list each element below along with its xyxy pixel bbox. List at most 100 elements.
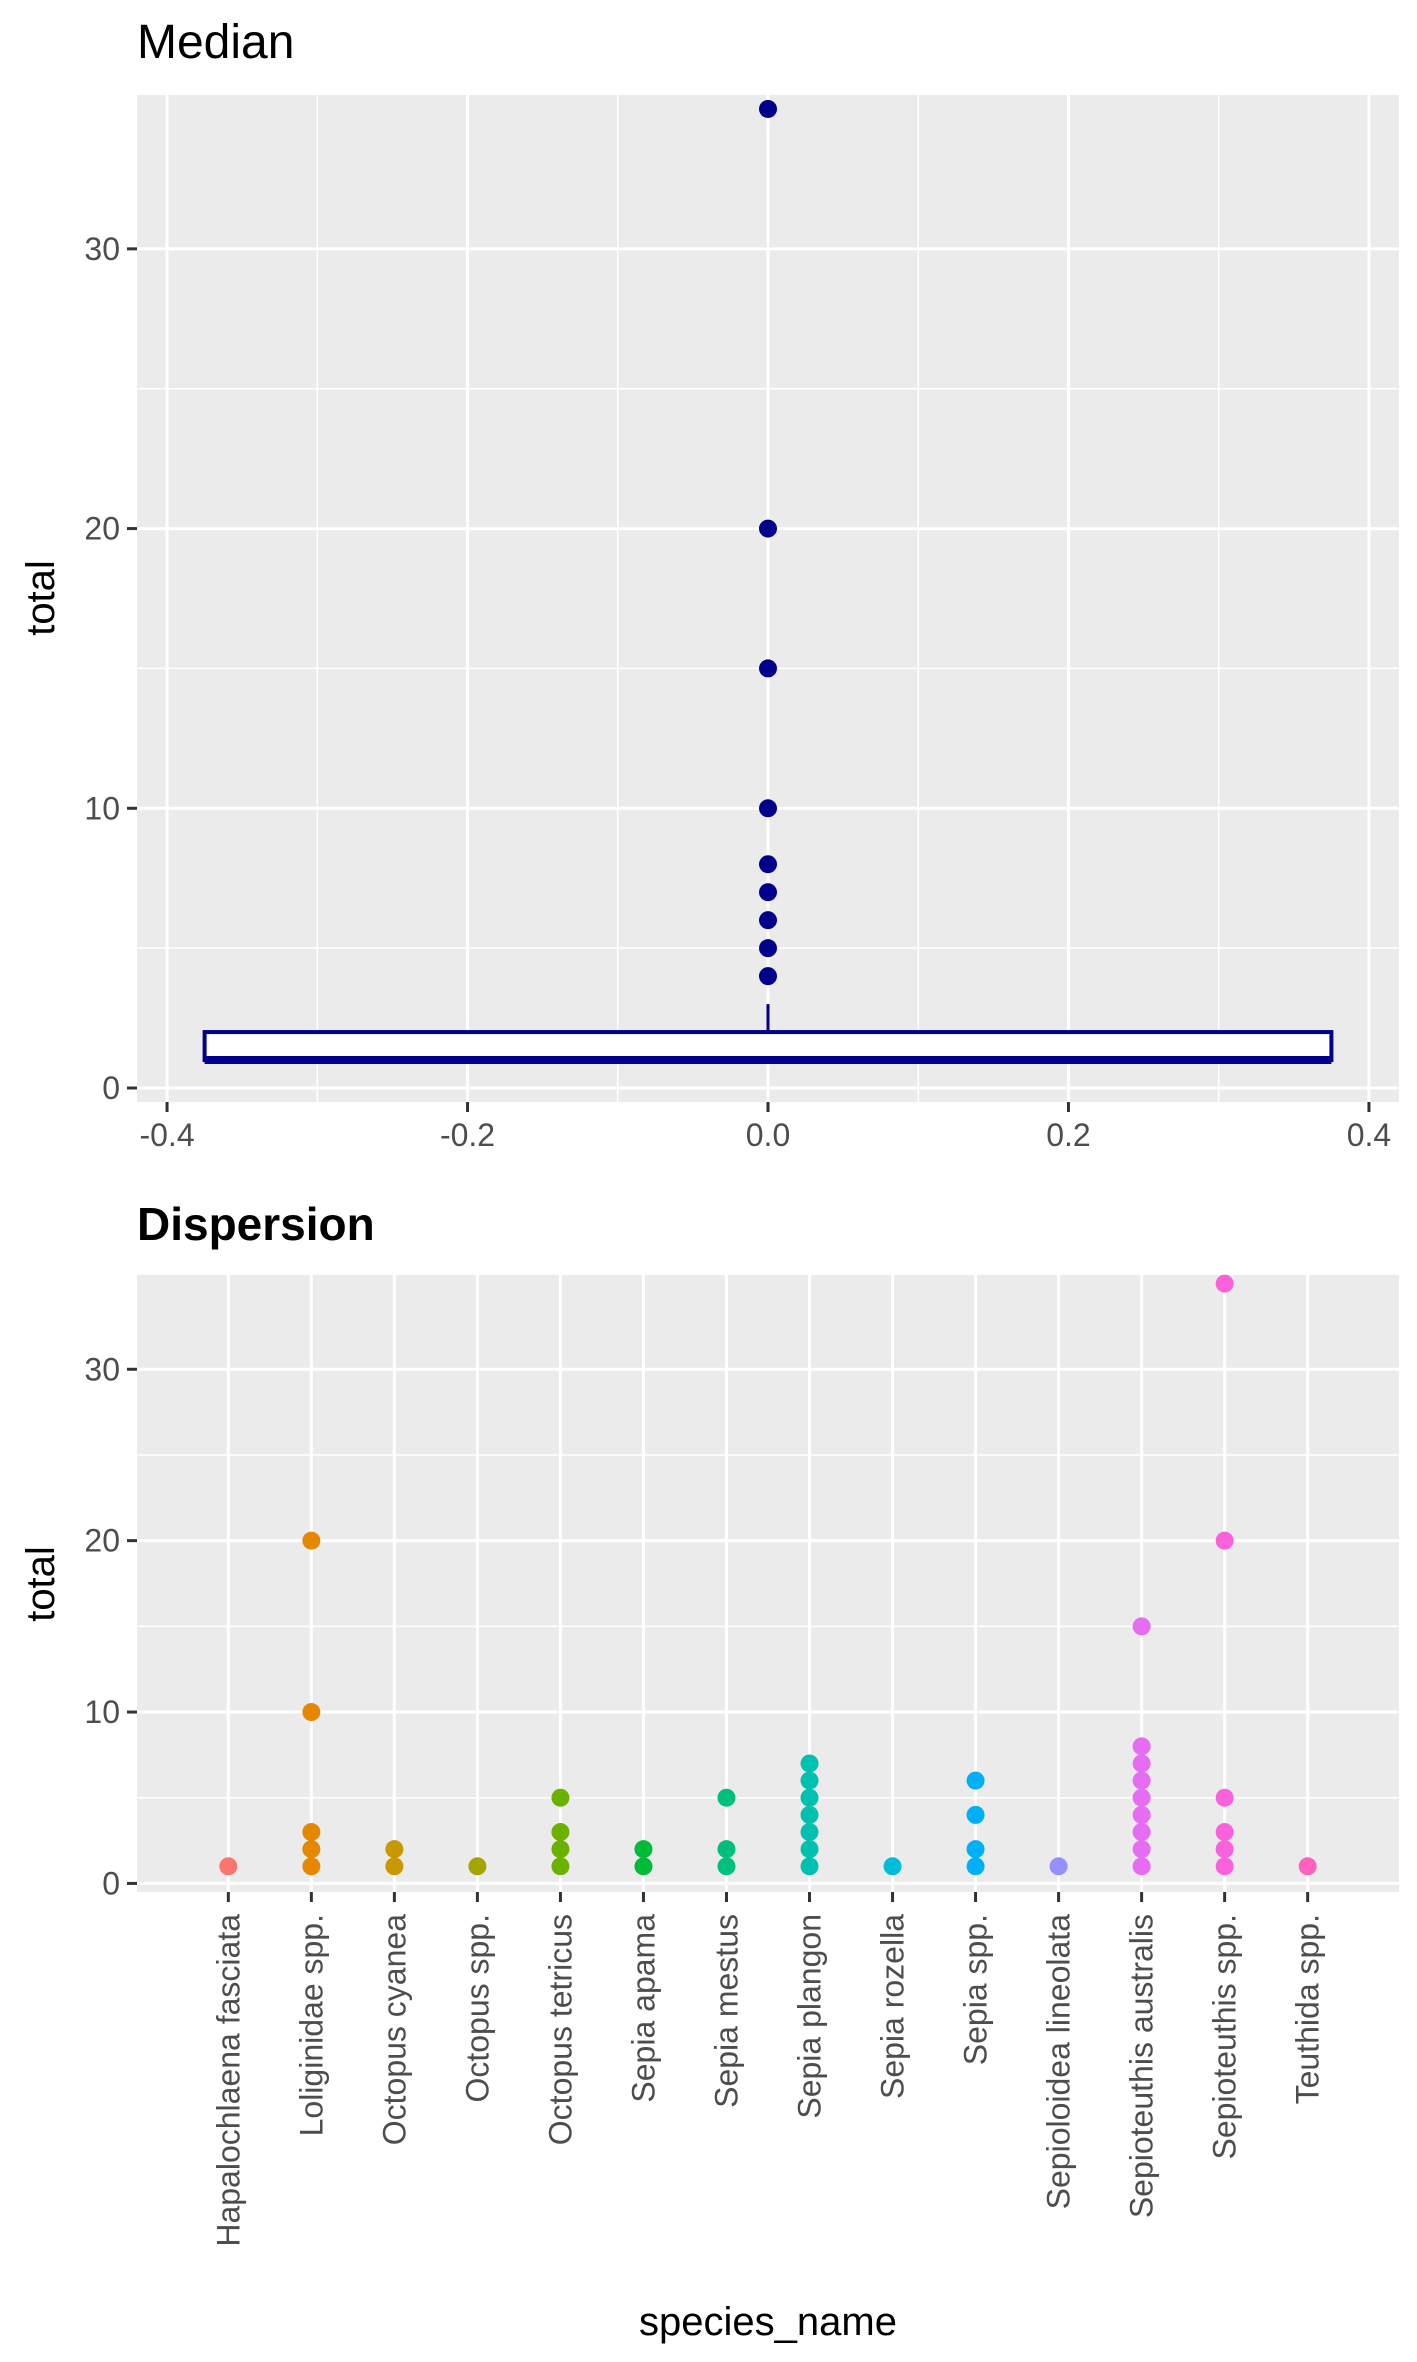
y-tick-label: 30 [84, 1351, 120, 1387]
box-body [202, 1030, 1334, 1063]
data-point [1215, 1788, 1234, 1807]
data-point [634, 1857, 653, 1876]
data-point [1132, 1805, 1151, 1824]
data-point [966, 1857, 985, 1876]
data-point [1132, 1737, 1151, 1756]
outlier-point [759, 799, 777, 818]
outlier-point [759, 855, 777, 874]
data-point [302, 1840, 321, 1859]
median-y-axis: 0 10 20 30 [84, 231, 137, 1106]
dispersion-y-axis-title: total [19, 1546, 63, 1622]
data-point [1215, 1274, 1234, 1293]
data-point [219, 1857, 238, 1876]
outlier-point [759, 519, 777, 538]
y-tick-label: 10 [84, 790, 120, 826]
median-boxplot [202, 1004, 1334, 1065]
x-tick-label: 0.4 [1347, 1117, 1391, 1153]
x-tick-label: Sepia mestus [708, 1914, 744, 2108]
data-point [551, 1840, 570, 1859]
median-x-axis: -0.4 -0.2 0.0 0.2 0.4 [139, 1102, 1391, 1153]
data-point [717, 1840, 736, 1859]
data-point [1132, 1771, 1151, 1790]
data-point [1132, 1754, 1151, 1773]
data-point [1132, 1788, 1151, 1807]
dispersion-title: Dispersion [137, 1198, 375, 1250]
x-tick-label: Sepioloidea lineolata [1041, 1914, 1077, 2210]
y-tick-label: 0 [102, 1865, 120, 1901]
data-point [966, 1771, 985, 1790]
data-point [302, 1531, 321, 1550]
outlier-point [759, 911, 777, 930]
y-tick-label: 20 [84, 1523, 120, 1559]
x-tick-label: 0.0 [746, 1117, 790, 1153]
median-panel: Median 0 10 20 30 -0.4 -0.2 0.0 0.2 0.4 total [19, 16, 1399, 1153]
data-point [634, 1840, 653, 1859]
data-point [1132, 1840, 1151, 1859]
data-point [1215, 1531, 1234, 1550]
x-tick-label: Octopus tetricus [542, 1914, 578, 2145]
outlier-point [759, 659, 777, 678]
data-point [883, 1857, 902, 1876]
data-point [1215, 1857, 1234, 1876]
data-point [800, 1805, 819, 1824]
data-point [551, 1857, 570, 1876]
x-tick-label: Sepioteuthis spp. [1207, 1914, 1243, 2160]
x-tick-label: Loliginidae spp. [293, 1914, 329, 2136]
data-point [717, 1788, 736, 1807]
y-tick-label: 10 [84, 1694, 120, 1730]
data-point [1132, 1857, 1151, 1876]
x-tick-label: Sepia apama [625, 1914, 661, 2103]
median-outliers [759, 99, 777, 986]
y-tick-label: 20 [84, 511, 120, 547]
x-tick-label: Octopus spp. [459, 1914, 495, 2103]
data-point [800, 1857, 819, 1876]
data-point [385, 1840, 404, 1859]
median-title: Median [137, 16, 294, 69]
data-point [302, 1857, 321, 1876]
data-point [1298, 1857, 1317, 1876]
x-tick-label: Teuthida spp. [1290, 1914, 1326, 2104]
x-tick-label: Octopus cyanea [376, 1914, 412, 2145]
dispersion-y-axis: 0 10 20 30 [84, 1351, 137, 1901]
data-point [1215, 1823, 1234, 1842]
data-point [966, 1805, 985, 1824]
data-point [1215, 1840, 1234, 1859]
outlier-point [759, 967, 777, 986]
data-point [385, 1857, 404, 1876]
x-tick-label: Sepia plangon [792, 1914, 828, 2119]
outlier-point [759, 99, 777, 118]
x-tick-label: Sepia rozella [875, 1914, 911, 2099]
data-point [1049, 1857, 1068, 1876]
dispersion-x-axis: Hapalochlaena fasciata Loliginidae spp. Oc… [210, 1892, 1326, 2247]
data-point [551, 1823, 570, 1842]
median-y-axis-title: total [19, 560, 63, 636]
x-tick-label: Sepioteuthis australis [1124, 1914, 1160, 2218]
data-point [1132, 1823, 1151, 1842]
y-tick-label: 30 [84, 231, 120, 267]
dispersion-points [219, 1274, 1317, 1876]
data-point [302, 1823, 321, 1842]
data-point [800, 1823, 819, 1842]
data-point [800, 1754, 819, 1773]
x-tick-label: 0.2 [1046, 1117, 1090, 1153]
data-point [551, 1788, 570, 1807]
dispersion-plot-area [137, 1275, 1399, 1892]
dispersion-x-axis-title: species_name [639, 2300, 897, 2344]
x-tick-label: -0.2 [440, 1117, 495, 1153]
data-point [966, 1840, 985, 1859]
data-point [800, 1788, 819, 1807]
x-tick-label: -0.4 [139, 1117, 194, 1153]
y-tick-label: 0 [102, 1070, 120, 1106]
data-point [302, 1703, 321, 1722]
data-point [717, 1857, 736, 1876]
data-point [1132, 1617, 1151, 1636]
dispersion-panel: Dispersion 0 10 20 30 Hapalochlaena fasciat… [19, 1198, 1399, 2344]
outlier-point [759, 883, 777, 902]
data-point [468, 1857, 487, 1876]
data-point [800, 1771, 819, 1790]
x-tick-label: Hapalochlaena fasciata [210, 1914, 246, 2247]
outlier-point [759, 939, 777, 958]
data-point [800, 1840, 819, 1859]
x-tick-label: Sepia spp. [958, 1914, 994, 2065]
